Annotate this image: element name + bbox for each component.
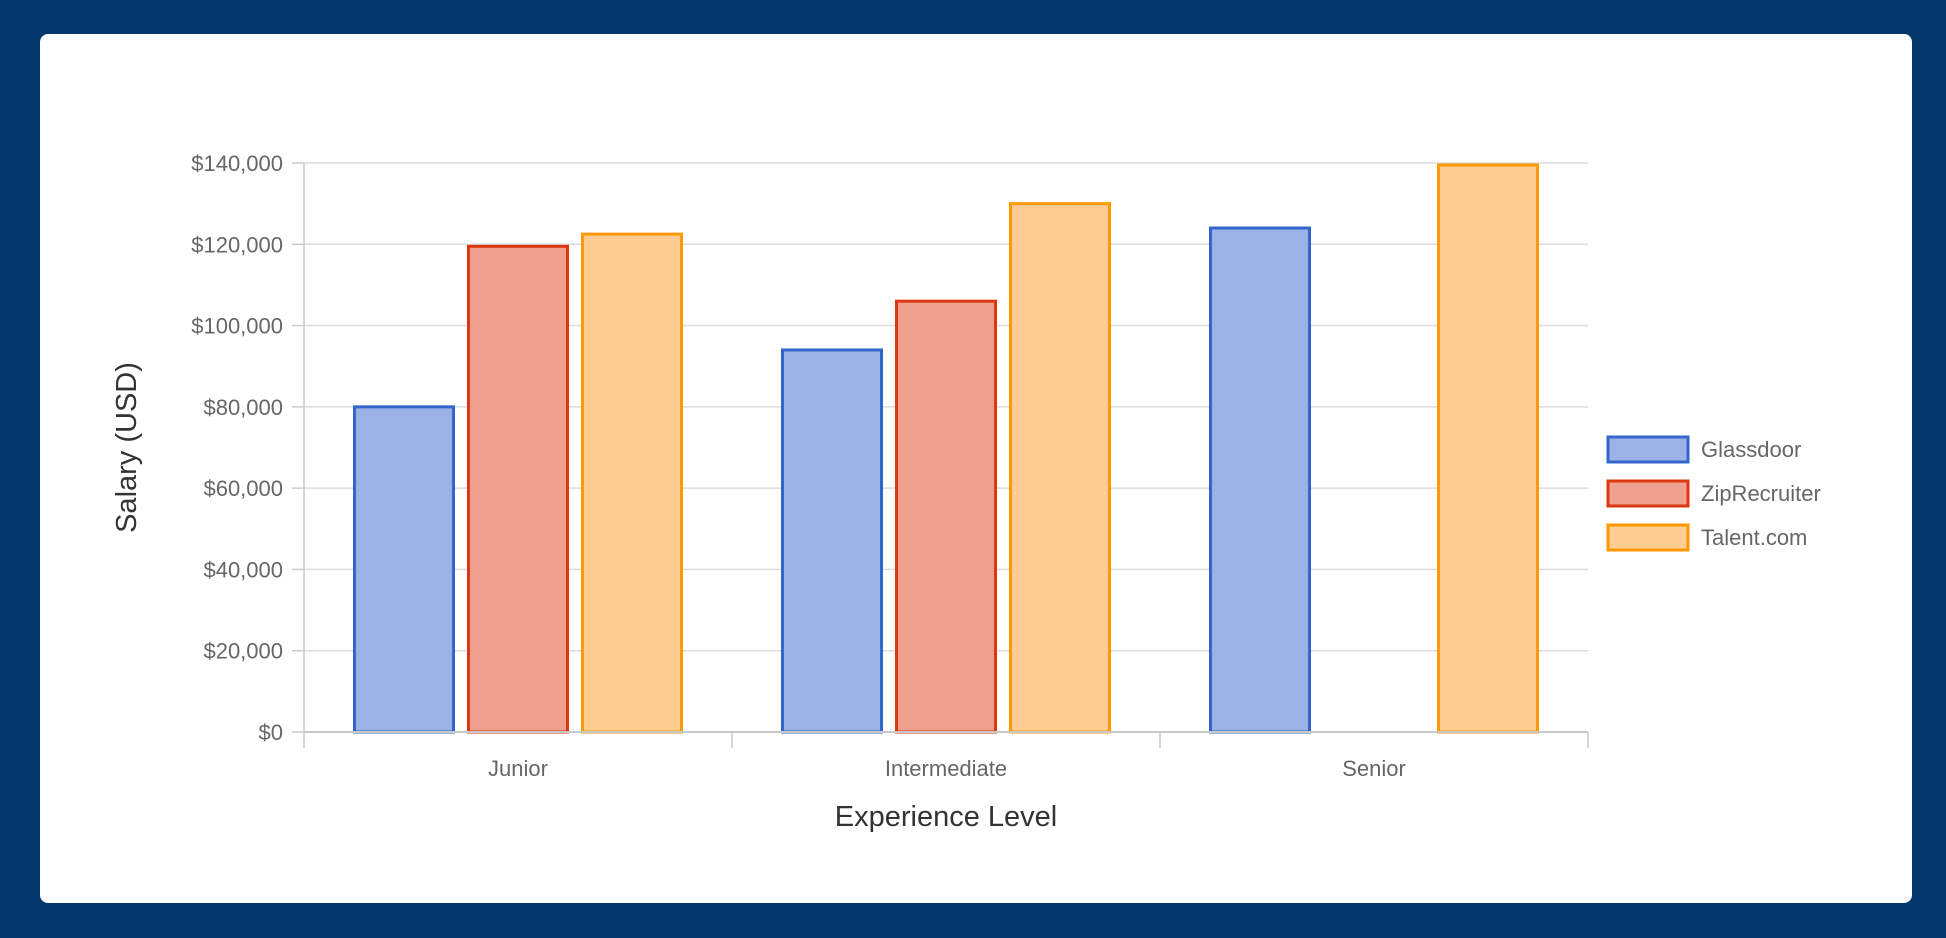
y-tick-label: $0 (259, 720, 283, 745)
legend: Glassdoor ZipRecruiter Talent.com (1606, 435, 1821, 552)
bar-talent-com-junior[interactable] (581, 232, 683, 734)
x-tick-label: Junior (488, 756, 548, 781)
y-tick-label: $120,000 (191, 232, 283, 257)
y-tick-label: $20,000 (203, 639, 283, 664)
bar-ziprecruiter-junior[interactable] (467, 244, 569, 734)
y-tick-label: $80,000 (203, 395, 283, 420)
legend-swatch-glassdoor[interactable] (1606, 435, 1690, 464)
y-tick-label: $40,000 (203, 557, 283, 582)
legend-swatch-talent-com[interactable] (1606, 523, 1690, 552)
bars (353, 163, 1539, 734)
x-tick-labels: Junior Intermediate Senior (488, 756, 1406, 781)
bar-glassdoor-intermediate[interactable] (781, 348, 883, 734)
legend-label[interactable]: Talent.com (1701, 525, 1807, 550)
bar-glassdoor-junior[interactable] (353, 405, 455, 734)
legend-label[interactable]: Glassdoor (1701, 437, 1801, 462)
legend-label[interactable]: ZipRecruiter (1701, 481, 1821, 506)
y-tick-label: $60,000 (203, 476, 283, 501)
y-tick-labels: $0 $20,000 $40,000 $60,000 $80,000 $100,000 $1… (191, 151, 283, 745)
x-tick-label: Intermediate (885, 756, 1007, 781)
x-tick-label: Senior (1342, 756, 1406, 781)
y-axis-title: Salary (USD) (111, 362, 143, 533)
bar-ziprecruiter-intermediate[interactable] (895, 299, 997, 734)
x-axis-title: Experience Level (835, 801, 1057, 833)
y-tick-label: $140,000 (191, 151, 283, 176)
y-tick-label: $100,000 (191, 314, 283, 339)
bar-talent-com-intermediate[interactable] (1009, 202, 1111, 734)
legend-swatch-ziprecruiter[interactable] (1606, 479, 1690, 508)
bar-talent-com-senior[interactable] (1437, 163, 1539, 734)
axes (303, 163, 1589, 748)
bar-glassdoor-senior[interactable] (1209, 226, 1311, 734)
